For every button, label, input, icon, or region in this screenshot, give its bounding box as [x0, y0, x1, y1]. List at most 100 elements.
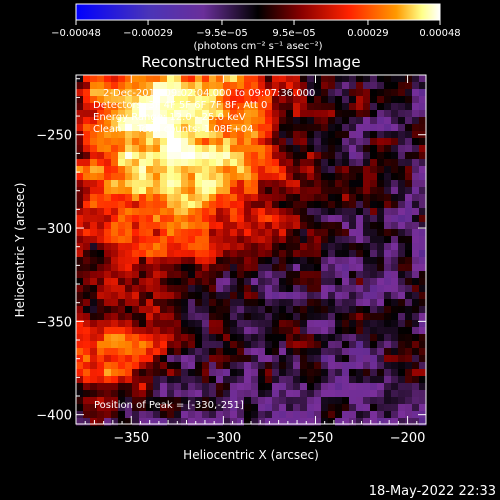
heatmap-cell: [153, 313, 161, 321]
heatmap-cell: [419, 201, 427, 209]
heatmap-cell: [321, 348, 329, 356]
heatmap-cell: [132, 117, 140, 125]
heatmap-cell: [251, 334, 259, 342]
heatmap-cell: [391, 152, 399, 160]
heatmap-cell: [174, 159, 182, 167]
heatmap-cell: [272, 180, 280, 188]
heatmap-cell: [209, 215, 217, 223]
heatmap-cell: [188, 222, 196, 230]
heatmap-cell: [391, 355, 399, 363]
heatmap-cell: [125, 271, 133, 279]
heatmap-cell: [258, 271, 266, 279]
heatmap-cell: [258, 299, 266, 307]
heatmap-cell: [118, 404, 126, 412]
heatmap-cell: [314, 404, 322, 412]
heatmap-cell: [76, 285, 84, 293]
heatmap-cell: [230, 201, 238, 209]
heatmap-cell: [76, 369, 84, 377]
heatmap-cell: [209, 166, 217, 174]
heatmap-cell: [279, 215, 287, 223]
heatmap-cell: [146, 369, 154, 377]
heatmap-cell: [293, 348, 301, 356]
heatmap-cell: [349, 355, 357, 363]
heatmap-cell: [370, 327, 378, 335]
heatmap-cell: [412, 271, 420, 279]
heatmap-cell: [195, 194, 203, 202]
heatmap-cell: [202, 383, 210, 391]
heatmap-cell: [377, 278, 385, 286]
heatmap-cell: [272, 96, 280, 104]
heatmap-cell: [111, 194, 119, 202]
heatmap-cell: [412, 75, 420, 83]
heatmap-cell: [188, 250, 196, 258]
heatmap-cell: [328, 327, 336, 335]
heatmap-cell: [181, 187, 189, 195]
heatmap-cell: [167, 383, 175, 391]
heatmap-cell: [391, 82, 399, 90]
heatmap-cell: [83, 166, 91, 174]
heatmap-cell: [188, 418, 196, 426]
heatmap-cell: [139, 208, 147, 216]
heatmap-cell: [160, 299, 168, 307]
heatmap-cell: [300, 383, 308, 391]
heatmap-cell: [307, 82, 315, 90]
heatmap-cell: [216, 208, 224, 216]
heatmap-cell: [265, 222, 273, 230]
heatmap-cell: [300, 82, 308, 90]
heatmap-cell: [237, 82, 245, 90]
heatmap-cell: [314, 229, 322, 237]
heatmap-cell: [230, 327, 238, 335]
heatmap-cell: [419, 180, 427, 188]
heatmap-cell: [230, 355, 238, 363]
heatmap-cell: [76, 229, 84, 237]
heatmap-cell: [251, 194, 259, 202]
heatmap-cell: [188, 243, 196, 251]
heatmap-cell: [223, 376, 231, 384]
heatmap-cell: [97, 257, 105, 265]
heatmap-cell: [118, 285, 126, 293]
heatmap-cell: [223, 89, 231, 97]
heatmap-cell: [181, 243, 189, 251]
heatmap-cell: [153, 292, 161, 300]
heatmap-cell: [118, 243, 126, 251]
heatmap-cell: [104, 194, 112, 202]
heatmap-cell: [272, 397, 280, 405]
heatmap-cell: [237, 257, 245, 265]
heatmap-cell: [370, 383, 378, 391]
heatmap-cell: [405, 313, 413, 321]
heatmap-cell: [286, 152, 294, 160]
heatmap-cell: [391, 362, 399, 370]
heatmap-cell: [97, 103, 105, 111]
heatmap-cell: [83, 138, 91, 146]
colorbar-tick-label: 0.00029: [347, 28, 388, 39]
heatmap-cell: [139, 278, 147, 286]
heatmap-cell: [265, 243, 273, 251]
heatmap-cell: [321, 362, 329, 370]
heatmap-cell: [307, 152, 315, 160]
heatmap-cell: [370, 229, 378, 237]
heatmap-cell: [97, 411, 105, 419]
heatmap-cell: [265, 257, 273, 265]
heatmap-cell: [349, 138, 357, 146]
heatmap-cell: [76, 103, 84, 111]
heatmap-cell: [104, 208, 112, 216]
heatmap-cell: [111, 257, 119, 265]
heatmap-cell: [405, 348, 413, 356]
heatmap-cell: [272, 215, 280, 223]
heatmap-cell: [209, 222, 217, 230]
heatmap-cell: [139, 152, 147, 160]
heatmap-cell: [118, 75, 126, 83]
heatmap-cell: [412, 194, 420, 202]
heatmap-cell: [237, 341, 245, 349]
heatmap-cell: [265, 264, 273, 272]
heatmap-cell: [377, 292, 385, 300]
heatmap-cell: [209, 194, 217, 202]
heatmap-cell: [314, 250, 322, 258]
heatmap-cell: [342, 180, 350, 188]
heatmap-cell: [412, 278, 420, 286]
heatmap-cell: [76, 145, 84, 153]
heatmap-cell: [384, 355, 392, 363]
heatmap-cell: [104, 264, 112, 272]
heatmap-cell: [160, 187, 168, 195]
heatmap-cell: [265, 383, 273, 391]
